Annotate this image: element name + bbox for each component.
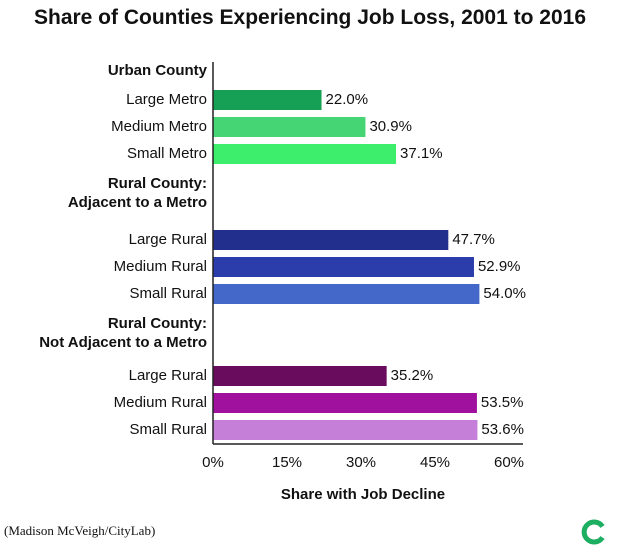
- group-label: Urban County: [108, 62, 208, 79]
- bar: [213, 420, 478, 440]
- bar: [213, 393, 477, 413]
- x-tick-label: 60%: [494, 454, 524, 471]
- category-label: Medium Rural: [114, 258, 207, 275]
- bar: [213, 230, 449, 250]
- x-tick-label: 45%: [420, 454, 450, 471]
- x-axis-title: Share with Job Decline: [281, 486, 445, 503]
- category-label: Medium Rural: [114, 394, 207, 411]
- citylab-c-logo-icon: [581, 519, 605, 545]
- group-label: Not Adjacent to a Metro: [39, 334, 207, 351]
- source-credit: (Madison McVeigh/CityLab): [4, 523, 156, 538]
- category-label: Small Rural: [129, 285, 207, 302]
- data-label: 22.0%: [326, 91, 369, 108]
- bar-chart: Urban County Large Metro 22.0% Medium Metro…: [39, 62, 526, 503]
- data-label: 54.0%: [483, 285, 526, 302]
- category-label: Small Metro: [127, 145, 207, 162]
- bar: [213, 90, 322, 110]
- category-label: Large Rural: [129, 231, 207, 248]
- group-label: Rural County:: [108, 315, 207, 332]
- category-label: Large Rural: [129, 367, 207, 384]
- x-tick-label: 15%: [272, 454, 302, 471]
- x-tick-label: 0%: [202, 454, 224, 471]
- data-label: 52.9%: [478, 258, 521, 275]
- data-label: 37.1%: [400, 145, 443, 162]
- bar: [213, 284, 480, 304]
- category-label: Medium Metro: [111, 118, 207, 135]
- data-label: 53.6%: [481, 421, 524, 438]
- bar: [213, 144, 397, 164]
- group-label: Adjacent to a Metro: [68, 194, 207, 211]
- data-label: 30.9%: [369, 118, 412, 135]
- chart-title: Share of Counties Experiencing Job Loss,…: [33, 6, 586, 29]
- bar: [213, 366, 387, 386]
- x-tick-label: 30%: [346, 454, 376, 471]
- bar: [213, 257, 474, 277]
- data-label: 47.7%: [452, 231, 495, 248]
- category-label: Small Rural: [129, 421, 207, 438]
- data-label: 35.2%: [391, 367, 434, 384]
- group-label: Rural County:: [108, 175, 207, 192]
- category-label: Large Metro: [126, 91, 207, 108]
- data-label: 53.5%: [481, 394, 524, 411]
- bar: [213, 117, 366, 137]
